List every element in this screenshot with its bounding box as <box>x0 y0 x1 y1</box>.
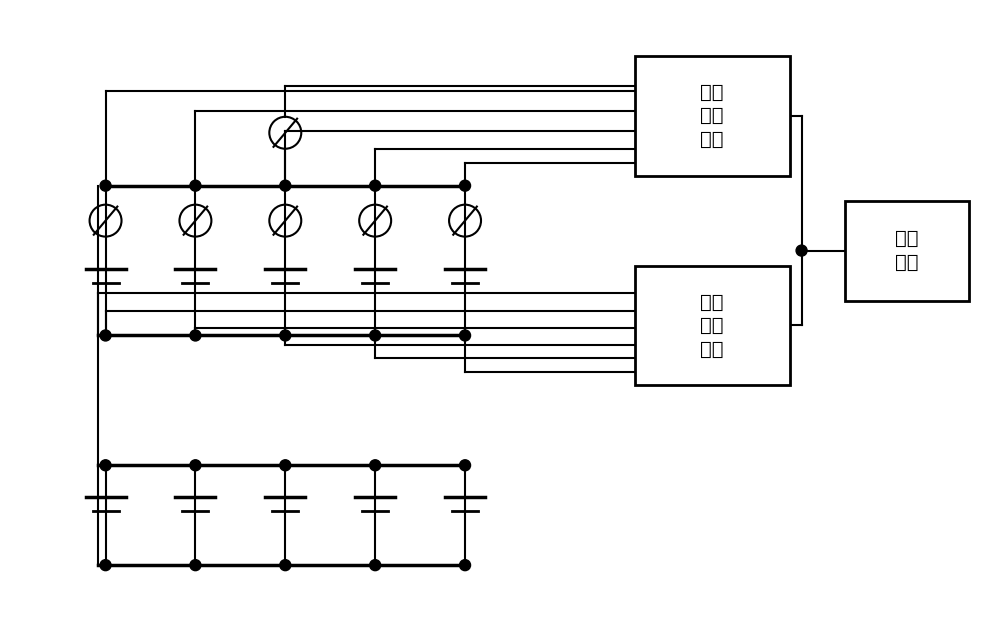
Circle shape <box>460 330 471 341</box>
Circle shape <box>460 180 471 191</box>
Circle shape <box>190 560 201 570</box>
Circle shape <box>460 560 471 570</box>
Circle shape <box>100 180 111 191</box>
Circle shape <box>100 560 111 570</box>
Circle shape <box>100 330 111 341</box>
Circle shape <box>190 460 201 471</box>
Circle shape <box>280 560 291 570</box>
Circle shape <box>370 180 381 191</box>
Circle shape <box>280 180 291 191</box>
Circle shape <box>796 245 807 256</box>
Bar <box>635 56 790 175</box>
Circle shape <box>280 330 291 341</box>
Circle shape <box>100 460 111 471</box>
Circle shape <box>190 180 201 191</box>
Circle shape <box>370 560 381 570</box>
Text: 主控
模块: 主控 模块 <box>895 229 919 272</box>
Circle shape <box>280 460 291 471</box>
Circle shape <box>370 330 381 341</box>
Circle shape <box>460 460 471 471</box>
Circle shape <box>370 460 381 471</box>
Bar <box>635 266 790 386</box>
Bar <box>845 201 969 300</box>
Text: 电压
采集
模块: 电压 采集 模块 <box>700 293 724 358</box>
Text: 电流
采集
模块: 电流 采集 模块 <box>700 83 724 149</box>
Circle shape <box>190 330 201 341</box>
